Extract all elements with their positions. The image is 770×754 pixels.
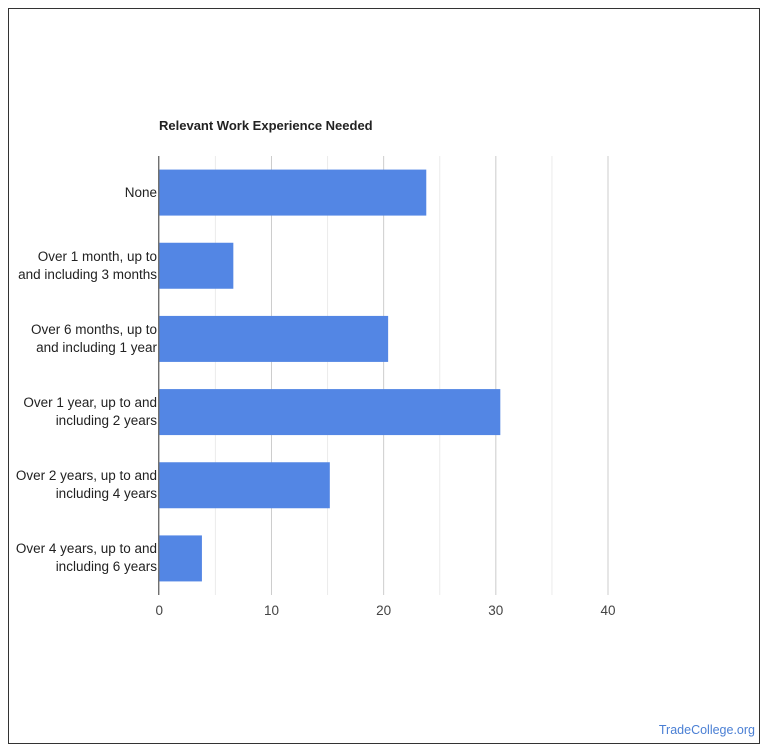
x-tick-label: 30 <box>488 603 504 618</box>
chart-frame <box>8 8 760 744</box>
bar <box>159 389 501 436</box>
bar <box>159 535 202 582</box>
bar <box>159 315 389 362</box>
x-tick-label: 0 <box>155 603 164 618</box>
category-label-line: including 6 years <box>55 559 157 575</box>
category-label-line: and including 1 year <box>36 339 157 355</box>
category-label-line: Over 1 month, up to <box>37 248 157 264</box>
category-label-line: Over 6 months, up to <box>30 321 157 337</box>
category-label: Over 2 years, up to and including 4 years <box>16 467 157 503</box>
x-tick-label: 20 <box>376 603 392 618</box>
category-label: Over 4 years, up to and including 6 years <box>16 540 157 576</box>
bar <box>159 462 330 509</box>
credit-link[interactable]: TradeCollege.org <box>658 723 755 737</box>
category-label-line: Over 1 year, up to and <box>23 395 157 411</box>
bar <box>159 242 234 289</box>
category-label: None <box>125 184 157 202</box>
category-label: Over 6 months, up to and including 1 year <box>31 321 157 357</box>
category-label: Over 1 month, up to and including 3 month… <box>18 248 157 284</box>
category-label: Over 1 year, up to and including 2 years <box>23 394 157 430</box>
category-label-line: None <box>124 184 157 200</box>
category-label-line: including 2 years <box>55 413 157 429</box>
chart-title: Relevant Work Experience Needed <box>159 118 373 133</box>
category-label-line: Over 2 years, up to and <box>15 468 157 484</box>
x-tick-label: 10 <box>263 603 279 618</box>
x-tick-label: 40 <box>600 603 616 618</box>
category-label-line: including 4 years <box>55 486 157 502</box>
category-label-line: and including 3 months <box>18 266 157 282</box>
category-label-line: Over 4 years, up to and <box>15 541 157 557</box>
bar <box>159 169 427 216</box>
